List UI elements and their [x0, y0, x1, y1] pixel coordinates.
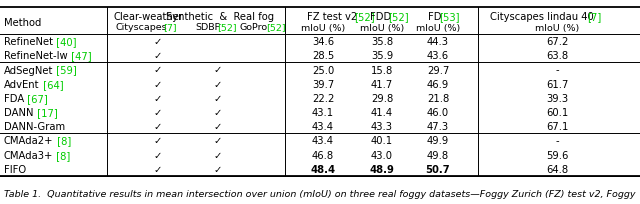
- Text: CMAda2+: CMAda2+: [4, 136, 54, 146]
- Text: ✓: ✓: [154, 108, 162, 118]
- Text: ✓: ✓: [214, 150, 222, 160]
- Text: ✓: ✓: [214, 93, 222, 103]
- Text: 40.1: 40.1: [371, 136, 393, 146]
- Text: RefineNet: RefineNet: [4, 37, 53, 47]
- Text: [47]: [47]: [68, 51, 92, 61]
- Text: 29.7: 29.7: [427, 65, 449, 75]
- Text: 34.6: 34.6: [312, 37, 334, 47]
- Text: [64]: [64]: [40, 79, 63, 89]
- Text: 21.8: 21.8: [427, 93, 449, 103]
- Text: 60.1: 60.1: [546, 108, 568, 118]
- Text: FDA: FDA: [4, 93, 24, 103]
- Text: 48.9: 48.9: [369, 164, 394, 174]
- Text: ✓: ✓: [214, 164, 222, 174]
- Text: 61.7: 61.7: [546, 79, 568, 89]
- Text: SDBF: SDBF: [195, 23, 220, 32]
- Text: 46.0: 46.0: [427, 108, 449, 118]
- Text: ✓: ✓: [154, 51, 162, 61]
- Text: -: -: [555, 136, 559, 146]
- Text: -: -: [555, 65, 559, 75]
- Text: FIFO: FIFO: [4, 164, 26, 174]
- Text: 46.9: 46.9: [427, 79, 449, 89]
- Text: 49.9: 49.9: [427, 136, 449, 146]
- Text: 41.4: 41.4: [371, 108, 393, 118]
- Text: 41.7: 41.7: [371, 79, 393, 89]
- Text: mIoU (%): mIoU (%): [416, 23, 460, 32]
- Text: Method: Method: [4, 17, 42, 27]
- Text: ✓: ✓: [154, 150, 162, 160]
- Text: 43.3: 43.3: [371, 122, 393, 132]
- Text: 43.1: 43.1: [312, 108, 334, 118]
- Text: Synthetic  &  Real fog: Synthetic & Real fog: [166, 12, 274, 22]
- Text: [7]: [7]: [163, 23, 177, 32]
- Text: 59.6: 59.6: [546, 150, 568, 160]
- Text: Clear-weather: Clear-weather: [113, 12, 183, 22]
- Text: 43.4: 43.4: [312, 136, 334, 146]
- Text: 67.1: 67.1: [546, 122, 568, 132]
- Text: 43.0: 43.0: [371, 150, 393, 160]
- Text: 47.3: 47.3: [427, 122, 449, 132]
- Text: [8]: [8]: [53, 150, 70, 160]
- Text: 35.8: 35.8: [371, 37, 393, 47]
- Text: Table 1.  Quantitative results in mean intersection over union (mIoU) on three r: Table 1. Quantitative results in mean in…: [4, 190, 636, 198]
- Text: 35.9: 35.9: [371, 51, 393, 61]
- Text: [52]: [52]: [388, 12, 408, 22]
- Text: Cityscapes: Cityscapes: [115, 23, 166, 32]
- Text: [7]: [7]: [587, 12, 601, 22]
- Text: 50.7: 50.7: [426, 164, 451, 174]
- Text: ✓: ✓: [154, 37, 162, 47]
- Text: ✓: ✓: [154, 79, 162, 89]
- Text: mIoU (%): mIoU (%): [535, 23, 579, 32]
- Text: 39.3: 39.3: [546, 93, 568, 103]
- Text: FZ test v2: FZ test v2: [307, 12, 357, 22]
- Text: FDD: FDD: [370, 12, 391, 22]
- Text: [8]: [8]: [54, 136, 71, 146]
- Text: 63.8: 63.8: [546, 51, 568, 61]
- Text: ✓: ✓: [154, 164, 162, 174]
- Text: 44.3: 44.3: [427, 37, 449, 47]
- Text: ✓: ✓: [214, 108, 222, 118]
- Text: FD: FD: [428, 12, 442, 22]
- Text: [53]: [53]: [439, 12, 460, 22]
- Text: 25.0: 25.0: [312, 65, 334, 75]
- Text: [52]: [52]: [354, 12, 374, 22]
- Text: 49.8: 49.8: [427, 150, 449, 160]
- Text: 28.5: 28.5: [312, 51, 334, 61]
- Text: mIoU (%): mIoU (%): [360, 23, 404, 32]
- Text: 64.8: 64.8: [546, 164, 568, 174]
- Text: RefineNet-lw: RefineNet-lw: [4, 51, 68, 61]
- Text: CMAda3+: CMAda3+: [4, 150, 53, 160]
- Text: DANN-Gram: DANN-Gram: [4, 122, 65, 132]
- Text: 43.6: 43.6: [427, 51, 449, 61]
- Text: ✓: ✓: [214, 122, 222, 132]
- Text: 39.7: 39.7: [312, 79, 334, 89]
- Text: ✓: ✓: [154, 93, 162, 103]
- Text: ✓: ✓: [154, 136, 162, 146]
- Text: ✓: ✓: [154, 65, 162, 75]
- Text: ✓: ✓: [154, 122, 162, 132]
- Text: [40]: [40]: [53, 37, 77, 47]
- Text: [52]: [52]: [217, 23, 237, 32]
- Text: AdSegNet: AdSegNet: [4, 65, 53, 75]
- Text: [52]: [52]: [266, 23, 285, 32]
- Text: AdvEnt: AdvEnt: [4, 79, 40, 89]
- Text: 22.2: 22.2: [312, 93, 334, 103]
- Text: 46.8: 46.8: [312, 150, 334, 160]
- Text: GoPro: GoPro: [240, 23, 268, 32]
- Text: [67]: [67]: [24, 93, 48, 103]
- Text: ✓: ✓: [214, 65, 222, 75]
- Text: 15.8: 15.8: [371, 65, 393, 75]
- Text: DANN: DANN: [4, 108, 33, 118]
- Text: [17]: [17]: [33, 108, 57, 118]
- Text: 67.2: 67.2: [546, 37, 568, 47]
- Text: mIoU (%): mIoU (%): [301, 23, 345, 32]
- Text: ✓: ✓: [214, 79, 222, 89]
- Text: 29.8: 29.8: [371, 93, 393, 103]
- Text: 43.4: 43.4: [312, 122, 334, 132]
- Text: 48.4: 48.4: [310, 164, 335, 174]
- Text: [59]: [59]: [53, 65, 77, 75]
- Text: Cityscapes lindau 40: Cityscapes lindau 40: [490, 12, 594, 22]
- Text: ✓: ✓: [214, 136, 222, 146]
